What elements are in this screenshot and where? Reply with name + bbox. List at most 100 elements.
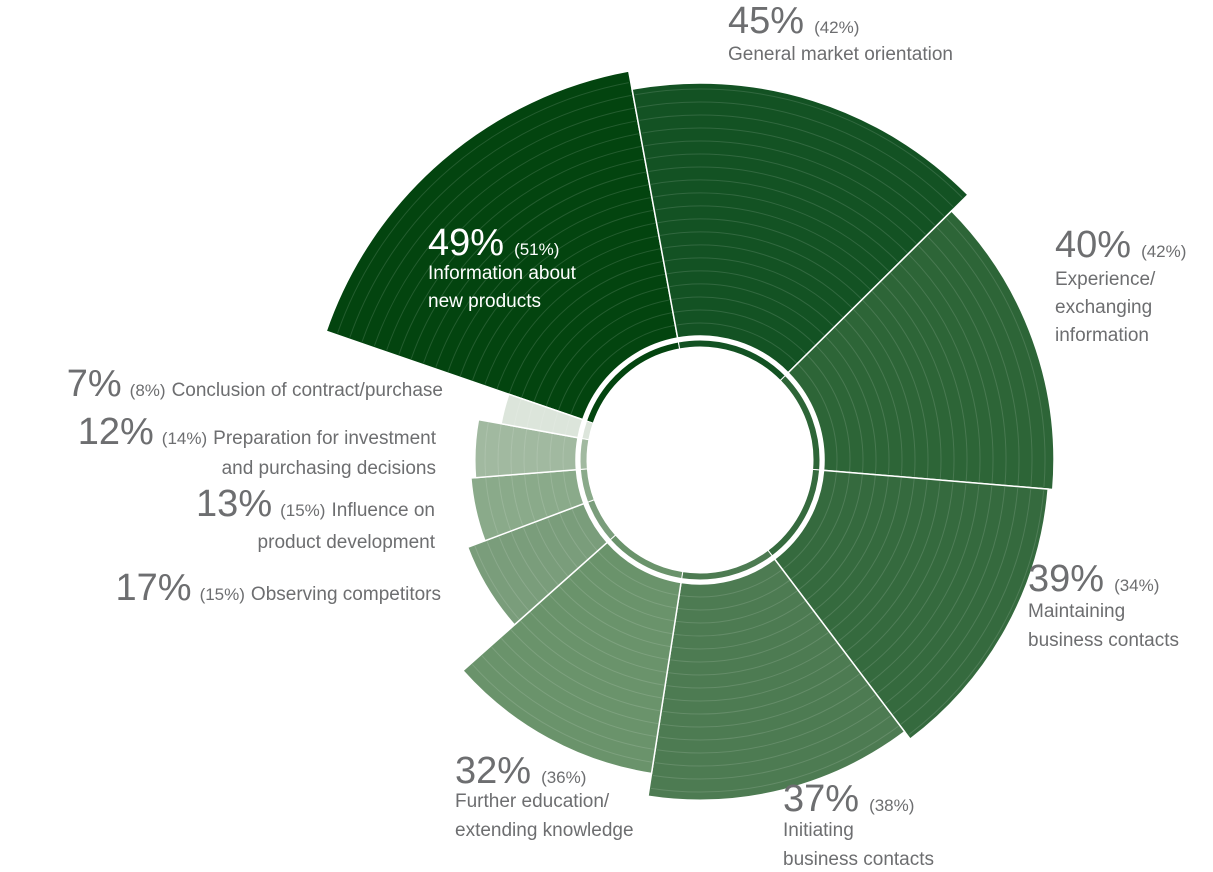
ring-line (471, 664, 652, 763)
ring-line (853, 309, 916, 477)
ring-line (672, 611, 814, 650)
ring-line (578, 568, 675, 622)
category-label: Initiating (783, 820, 854, 841)
previous-label: (51%) (514, 240, 559, 259)
value-label: 39% (1028, 558, 1104, 600)
ring-line (654, 705, 884, 767)
category-label: and purchasing decisions (222, 458, 436, 479)
value-label: 13% (196, 483, 272, 525)
ring-line (549, 594, 669, 660)
ring-line (537, 473, 548, 517)
ring-line (485, 477, 499, 535)
category-label: Information about (428, 263, 577, 284)
ring-line (782, 472, 837, 570)
ring-line (825, 336, 877, 474)
ring-line (564, 415, 571, 435)
ring-line (871, 290, 942, 479)
value-label: 45% (728, 0, 804, 42)
ring-line (648, 166, 908, 254)
data-label: 45% (42%) (728, 0, 859, 42)
ring-line (500, 638, 658, 725)
ring-line (662, 663, 853, 715)
ring-line (535, 522, 569, 577)
category-label: extending knowledge (455, 820, 634, 841)
ring-line (946, 218, 1046, 487)
ring-line (539, 603, 667, 673)
category-label: Influence on (331, 500, 435, 521)
previous-label: (14%) (162, 429, 207, 448)
previous-label: (42%) (814, 18, 859, 37)
ring-line (559, 513, 588, 560)
ring-line (410, 158, 644, 360)
category-label: Maintaining (1028, 601, 1125, 622)
ring-line (472, 222, 656, 381)
ring-line (545, 299, 670, 407)
ring-line (816, 345, 864, 473)
ring-line (664, 652, 845, 702)
value-label: 49% (428, 222, 504, 264)
sector (466, 502, 609, 626)
ring-line (656, 694, 876, 754)
ring-line (869, 484, 980, 684)
ring-line (521, 273, 666, 398)
ring-line (639, 114, 945, 217)
data-label: 12% (14%) Preparation for investment (78, 411, 437, 453)
ring-line (790, 473, 850, 580)
ring-line (908, 254, 994, 483)
category-label: information (1055, 325, 1149, 346)
data-label: 40% (42%) (1055, 224, 1186, 266)
ring-line (829, 478, 915, 632)
category-label: business contacts (783, 849, 934, 870)
ring-line (927, 236, 1020, 485)
ring-line (510, 426, 515, 474)
ring-line (568, 577, 673, 635)
ring-line (510, 531, 549, 594)
ring-line (526, 403, 534, 428)
category-label: Experience/ (1055, 269, 1156, 290)
data-label: 32% (36%) (455, 750, 586, 792)
ring-line (562, 471, 572, 508)
previous-label: (15%) (280, 501, 325, 520)
value-label: 12% (78, 411, 154, 453)
value-label: 32% (455, 750, 531, 792)
ring-line (666, 642, 837, 689)
ring-line (398, 146, 641, 355)
ring-line (513, 399, 522, 426)
ring-line (890, 272, 968, 481)
inner-ring (579, 437, 590, 470)
ring-line (474, 545, 520, 620)
ring-line (908, 490, 1045, 735)
ring-line (447, 197, 651, 372)
ring-line (853, 482, 954, 663)
inner-ring (581, 420, 594, 441)
ring-line (361, 107, 634, 342)
ring-line (349, 94, 632, 338)
category-label: Observing competitors (251, 584, 441, 605)
ring-line (588, 559, 677, 609)
sector (461, 541, 682, 775)
sector (631, 82, 969, 374)
ring-line (845, 481, 941, 653)
ring-line (652, 715, 891, 780)
ring-line (498, 476, 512, 531)
ring-line (655, 205, 880, 281)
ring-line (798, 474, 863, 591)
ring-line (918, 245, 1007, 484)
ring-line (837, 480, 928, 642)
ring-line (571, 508, 598, 551)
ring-line (814, 476, 889, 611)
category-label: exchanging (1055, 297, 1152, 318)
ring-line (520, 620, 662, 699)
ring-line (679, 569, 783, 598)
ring-line (508, 261, 663, 394)
previous-label: (15%) (200, 585, 245, 604)
category-label: product development (258, 532, 436, 553)
ring-line (547, 517, 578, 568)
sector (325, 70, 679, 421)
ring-line (539, 407, 547, 430)
ring-line (637, 101, 954, 208)
ring-line (533, 286, 668, 402)
ring-line (671, 296, 816, 346)
data-label: 17% (15%) Observing competitors (116, 567, 442, 609)
